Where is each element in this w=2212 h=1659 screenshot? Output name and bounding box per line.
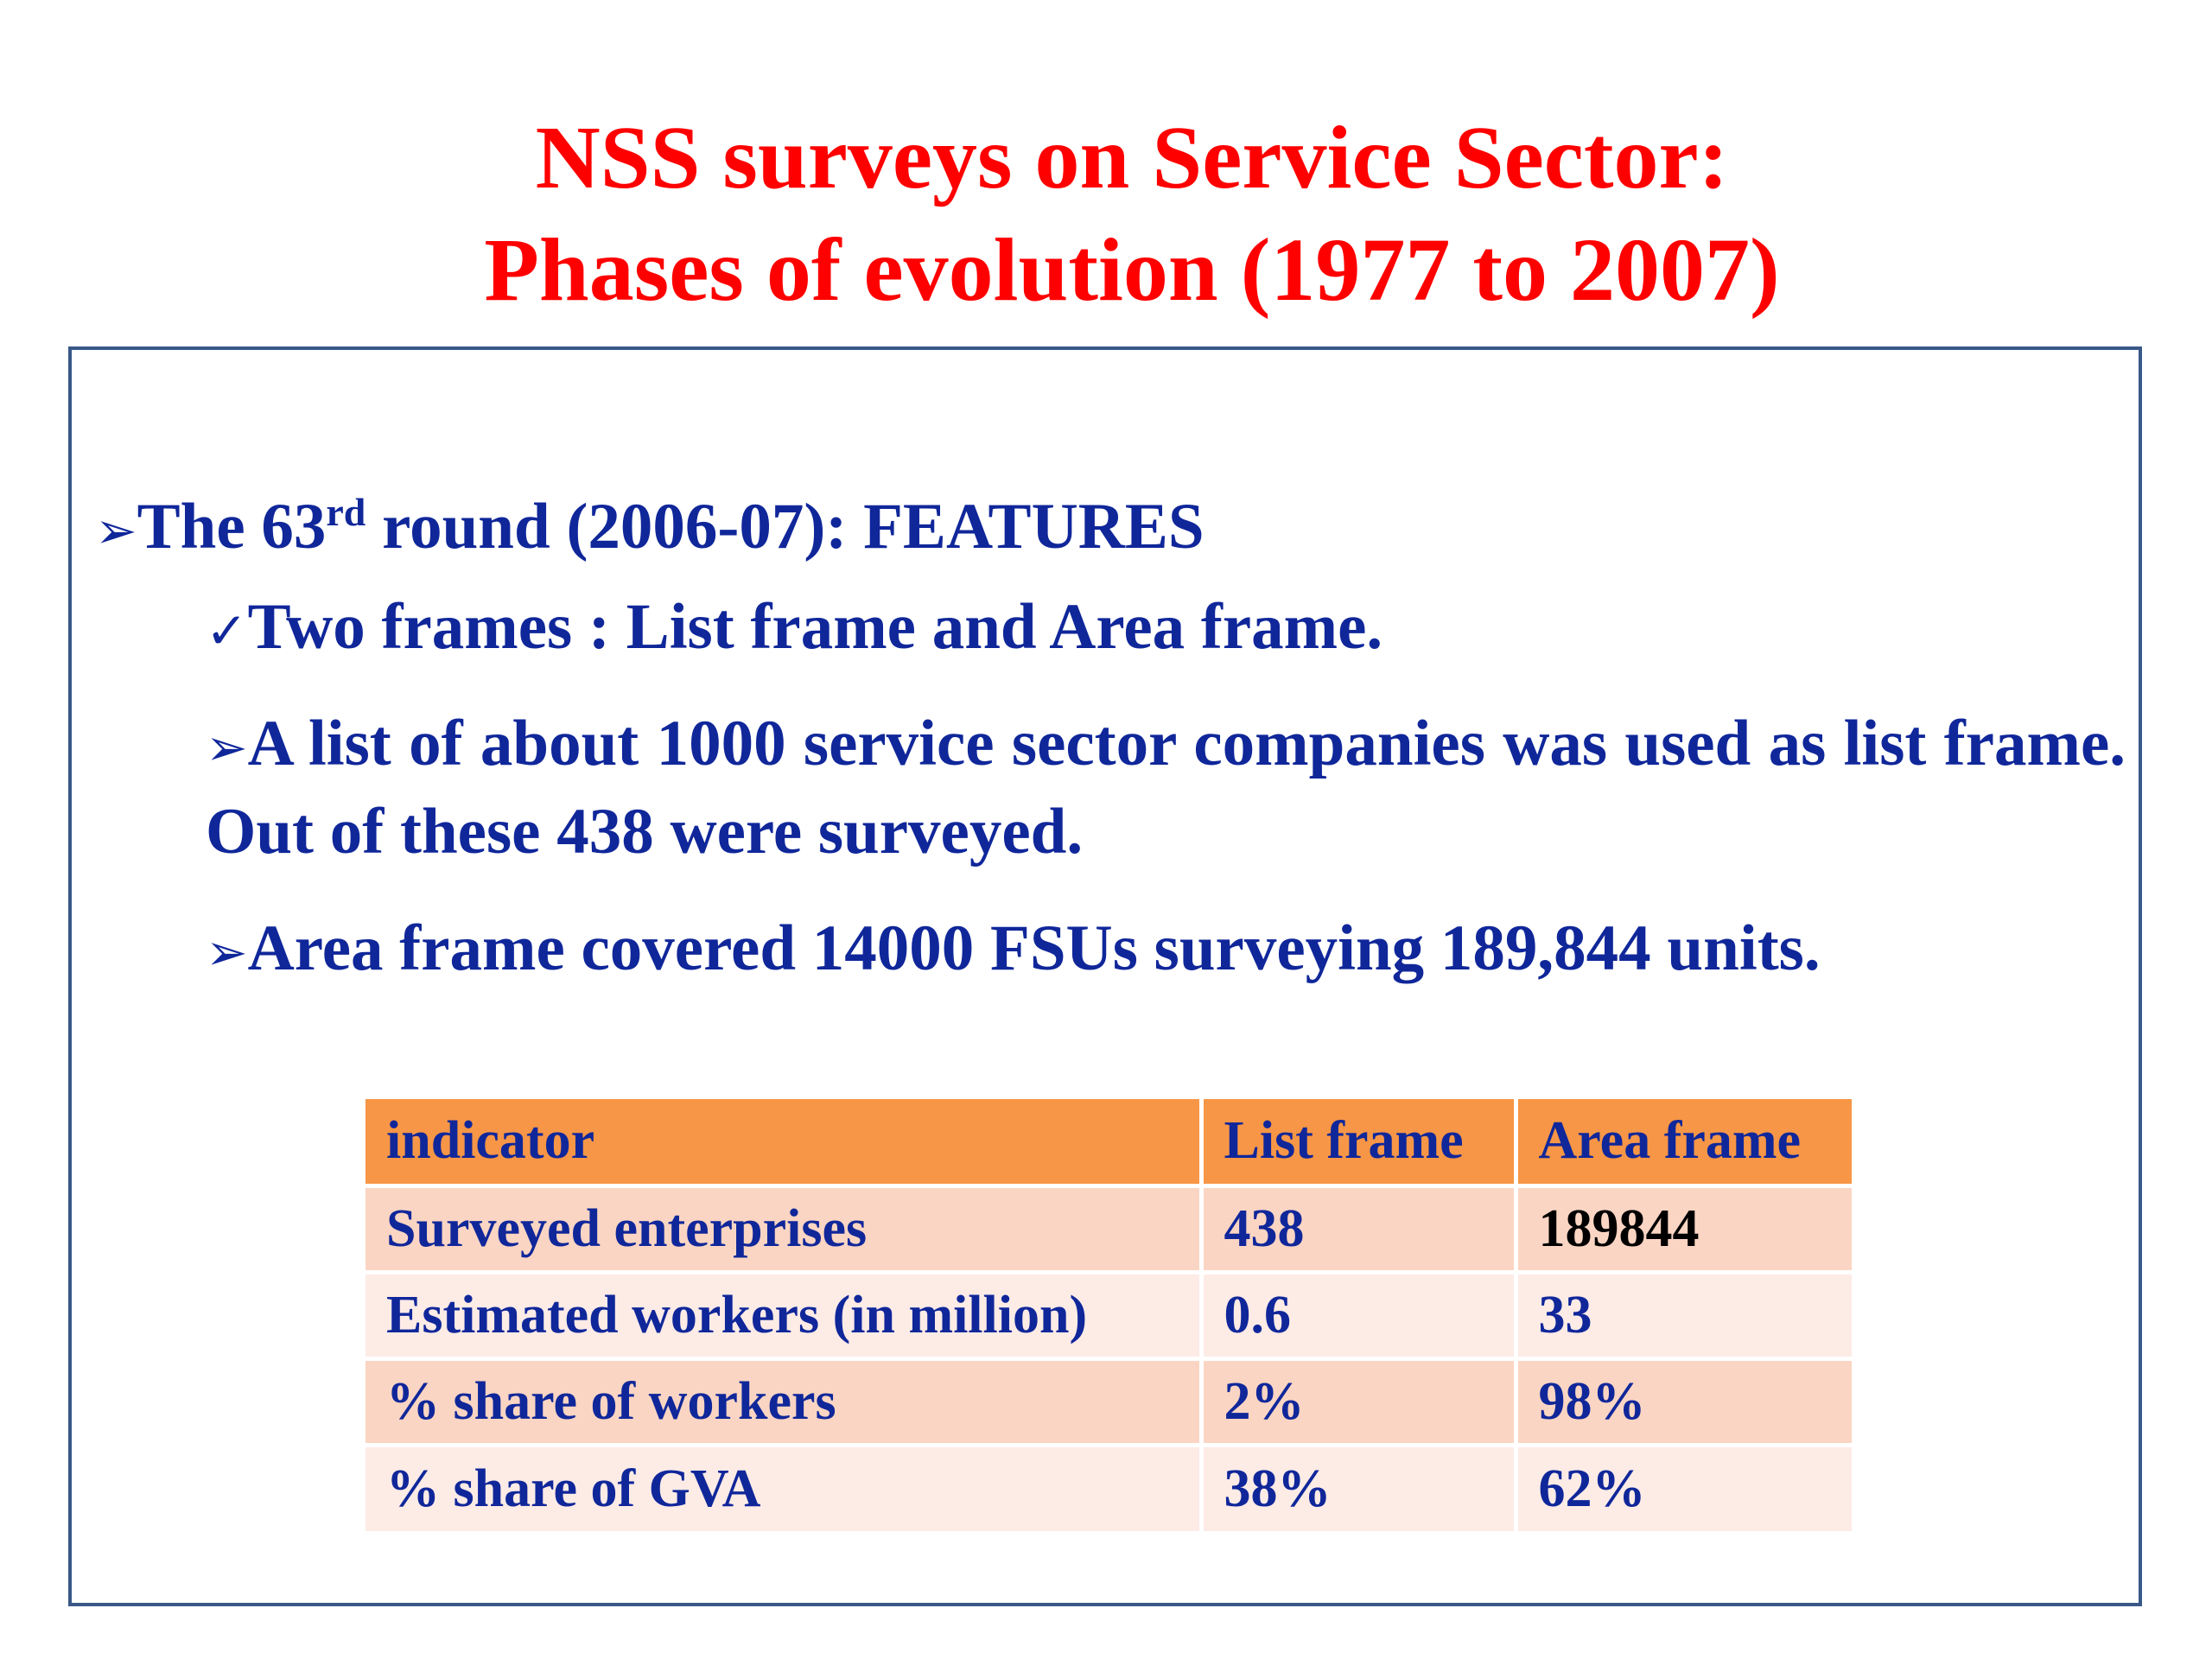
table-header: Area frame bbox=[1516, 1099, 1852, 1188]
table-header: List frame bbox=[1201, 1099, 1518, 1188]
table-row: Estimated workers (in million) 0.6 33 bbox=[365, 1272, 1852, 1361]
table-cell: 38% bbox=[1201, 1445, 1518, 1531]
heading-suffix: round (2006-07): FEATURES bbox=[365, 491, 1205, 563]
arrow-bullet-icon: ➢ bbox=[95, 501, 137, 560]
title-line-2: Phases of evolution (1977 to 2007) bbox=[484, 220, 1780, 320]
checkmark-icon: ✓ bbox=[206, 601, 248, 660]
table-row: % share of GVA 38% 62% bbox=[365, 1445, 1852, 1531]
table-cell: 189844 bbox=[1516, 1185, 1852, 1274]
table-cell: 62% bbox=[1516, 1445, 1852, 1531]
table-cell: 2% bbox=[1201, 1358, 1518, 1447]
round-heading: ➢The 63rd round (2006-07): FEATURES bbox=[95, 484, 1205, 574]
list-frame-text: A list of about 1000 service sector comp… bbox=[206, 708, 2126, 868]
table-cell: 33 bbox=[1516, 1272, 1852, 1361]
table-row: Surveyed enterprises 438 189844 bbox=[365, 1185, 1852, 1274]
slide-title: NSS surveys on Service Sector: Phases of… bbox=[0, 102, 2212, 327]
frames-text: Two frames : List frame and Area frame. bbox=[247, 591, 1383, 663]
content-box bbox=[68, 346, 2142, 1606]
frames-point: ✓Two frames : List frame and Area frame. bbox=[206, 584, 1382, 674]
arrow-bullet-icon: ➢ bbox=[206, 718, 248, 777]
table-cell: Surveyed enterprises bbox=[365, 1185, 1204, 1274]
table-cell: Estimated workers (in million) bbox=[365, 1272, 1204, 1361]
list-frame-point: ➢A list of about 1000 service sector com… bbox=[206, 702, 2126, 874]
arrow-bullet-icon: ➢ bbox=[206, 923, 248, 982]
area-frame-text: Area frame covered 14000 FSUs surveying … bbox=[247, 912, 1821, 984]
table-cell: 0.6 bbox=[1201, 1272, 1518, 1361]
table-row: % share of workers 2% 98% bbox=[365, 1358, 1852, 1447]
heading-prefix: The 63 bbox=[137, 491, 327, 563]
area-frame-point: ➢Area frame covered 14000 FSUs surveying… bbox=[206, 906, 1821, 995]
table-cell: % share of GVA bbox=[365, 1445, 1204, 1531]
table-cell: 438 bbox=[1201, 1185, 1518, 1274]
table-cell: 98% bbox=[1516, 1358, 1852, 1447]
indicator-table: indicator List frame Area frame Surveyed… bbox=[365, 1099, 1852, 1531]
table-header-row: indicator List frame Area frame bbox=[365, 1099, 1852, 1188]
title-line-1: NSS surveys on Service Sector: bbox=[535, 108, 1729, 207]
table-header: indicator bbox=[365, 1099, 1204, 1188]
table-cell: % share of workers bbox=[365, 1358, 1204, 1447]
heading-superscript: rd bbox=[326, 490, 366, 534]
